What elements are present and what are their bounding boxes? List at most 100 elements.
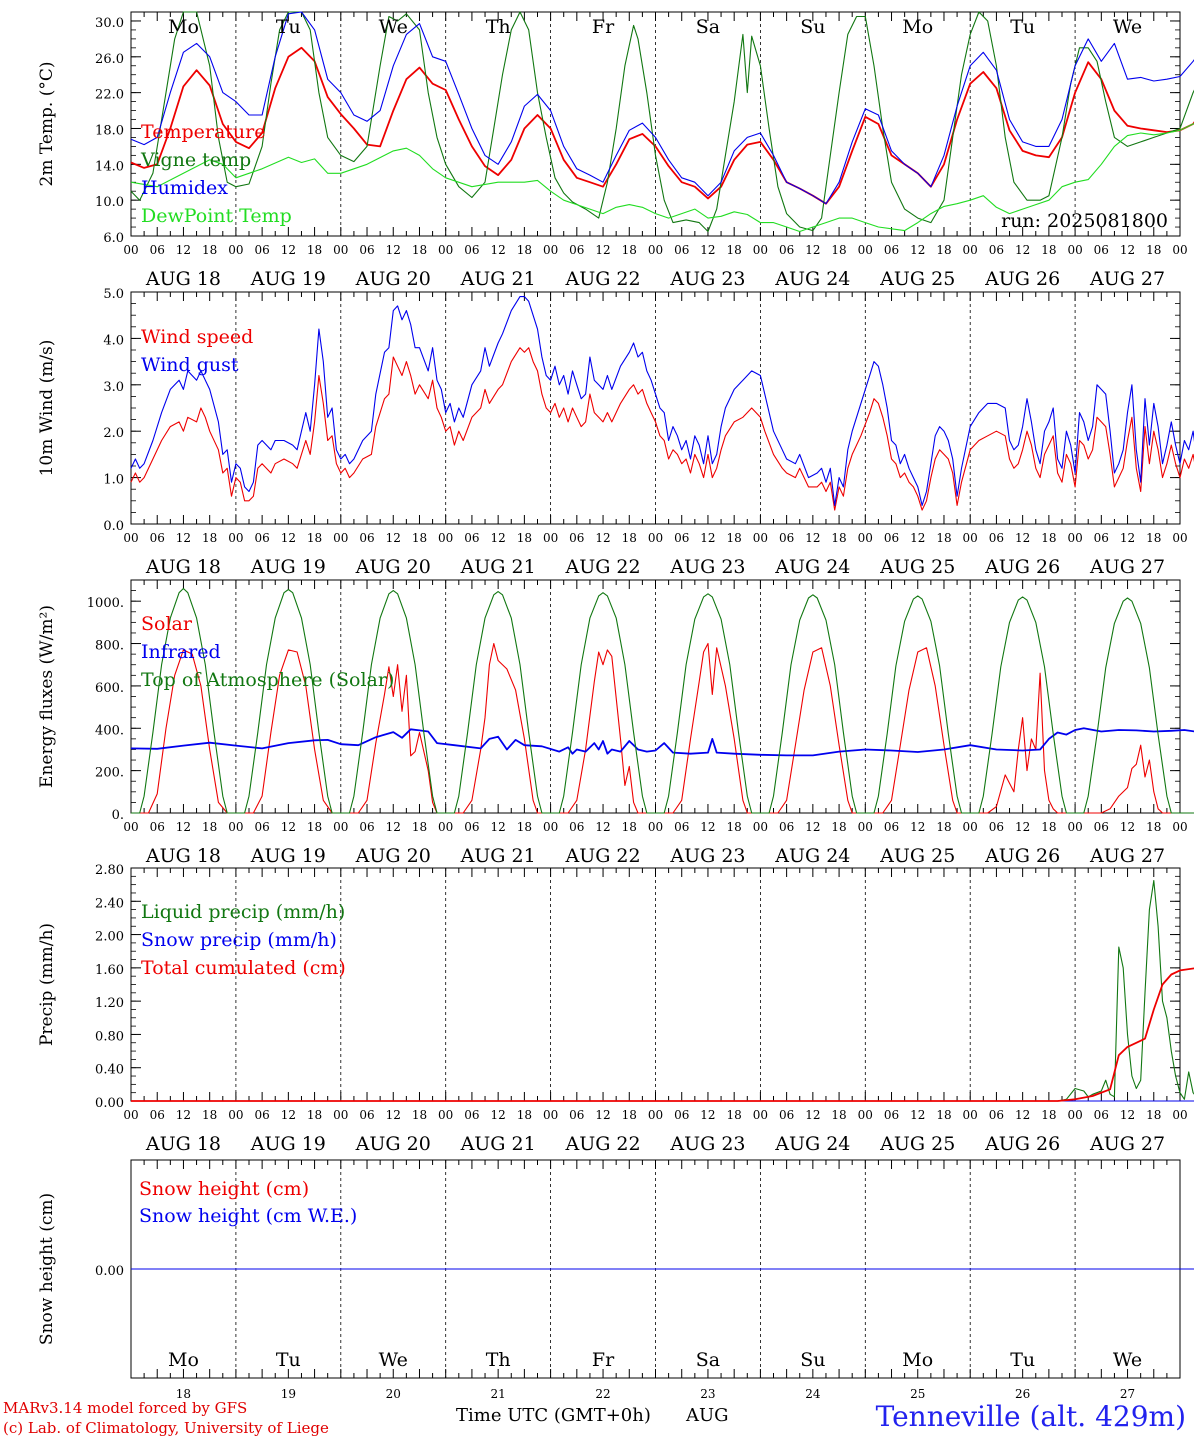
- hour-label: 12: [176, 243, 191, 257]
- date-label: AUG 27: [1089, 1133, 1165, 1155]
- date-label: AUG 22: [564, 556, 640, 578]
- y-tick-label: 0.00: [95, 1264, 124, 1279]
- hour-label: 18: [831, 243, 846, 257]
- model-credit: MARv3.14 model forced by GFS: [3, 1399, 248, 1417]
- hour-label: 12: [595, 243, 610, 257]
- day-number: 24: [805, 1387, 821, 1401]
- date-label: AUG 18: [145, 1133, 221, 1155]
- hour-label: 00: [858, 1108, 873, 1122]
- date-label: AUG 24: [774, 845, 850, 867]
- hour-label: 18: [936, 1108, 951, 1122]
- hour-label: 12: [1015, 243, 1030, 257]
- weekday-label: Tu: [276, 1349, 301, 1371]
- hour-label: 18: [727, 1108, 742, 1122]
- time-axis-title: Time UTC (GMT+0h): [456, 1405, 651, 1426]
- hour-label: 18: [1041, 820, 1056, 834]
- hour-label: 12: [386, 1108, 401, 1122]
- hour-label: 06: [674, 531, 689, 545]
- date-label: AUG 25: [879, 268, 955, 290]
- hour-label: 00: [963, 1108, 978, 1122]
- date-label: AUG 27: [1089, 556, 1165, 578]
- hour-label: 00: [123, 243, 138, 257]
- date-label: AUG 21: [460, 556, 536, 578]
- hour-label: 12: [805, 531, 820, 545]
- hour-label: 00: [1172, 531, 1187, 545]
- hour-label: 18: [727, 820, 742, 834]
- hour-label: 18: [936, 531, 951, 545]
- date-label: AUG 19: [250, 845, 326, 867]
- weekday-label: We: [1113, 16, 1142, 38]
- hour-label: 18: [307, 1108, 322, 1122]
- hour-label: 06: [989, 1108, 1004, 1122]
- date-label: AUG 26: [984, 268, 1060, 290]
- y-tick-label: 2.80: [95, 863, 124, 878]
- hour-label: 12: [1120, 243, 1135, 257]
- hour-label: 12: [386, 531, 401, 545]
- hour-label: 06: [779, 820, 794, 834]
- day-number: 19: [281, 1387, 296, 1401]
- series-line: [130, 296, 1194, 506]
- date-label: AUG 19: [250, 1133, 326, 1155]
- hour-label: 18: [517, 531, 532, 545]
- hour-label: 06: [1094, 243, 1109, 257]
- hour-label: 18: [622, 1108, 637, 1122]
- y-tick-label: 2.0: [103, 426, 124, 441]
- hour-label: 06: [464, 820, 479, 834]
- weekday-label: Th: [486, 1349, 511, 1371]
- hour-label: 00: [963, 531, 978, 545]
- date-label: AUG 25: [879, 845, 955, 867]
- legend-entry: Vigne temp: [140, 149, 251, 171]
- hour-label: 00: [753, 820, 768, 834]
- y-tick-label: 6.0: [103, 231, 124, 246]
- y-tick-label: 800.: [95, 639, 124, 654]
- hour-label: 18: [936, 243, 951, 257]
- hour-label: 00: [753, 531, 768, 545]
- hour-label: 00: [438, 1108, 453, 1122]
- weekday-label: Th: [486, 16, 511, 38]
- station-name: Tenneville (alt. 429m): [875, 1400, 1186, 1433]
- hour-label: 06: [674, 1108, 689, 1122]
- date-label: AUG 20: [355, 556, 431, 578]
- hour-label: 06: [569, 531, 584, 545]
- hour-label: 12: [491, 820, 506, 834]
- legend-entry: Temperature: [141, 121, 265, 143]
- hour-label: 06: [1094, 531, 1109, 545]
- hour-label: 06: [254, 820, 269, 834]
- hour-label: 18: [202, 531, 217, 545]
- hour-label: 12: [176, 820, 191, 834]
- hour-label: 18: [622, 243, 637, 257]
- series-line: [130, 11, 1194, 233]
- date-label: AUG 27: [1089, 845, 1165, 867]
- date-label: AUG 20: [355, 1133, 431, 1155]
- weekday-label: Tu: [276, 16, 301, 38]
- weekday-label: We: [379, 16, 408, 38]
- y-tick-label: 0.40: [95, 1063, 124, 1078]
- date-label: AUG 19: [250, 556, 326, 578]
- hour-label: 06: [464, 1108, 479, 1122]
- hour-label: 06: [1094, 820, 1109, 834]
- y-tick-label: 14.0: [95, 159, 124, 174]
- y-tick-label: 200.: [95, 766, 124, 781]
- hour-label: 06: [779, 1108, 794, 1122]
- day-number: 21: [491, 1387, 506, 1401]
- date-label: AUG 22: [564, 268, 640, 290]
- legend-entry: Infrared: [141, 641, 221, 663]
- y-tick-label: 0.80: [95, 1029, 124, 1044]
- y-tick-label: 3.0: [103, 380, 124, 395]
- hour-label: 06: [569, 243, 584, 257]
- hour-label: 06: [359, 531, 374, 545]
- date-label: AUG 23: [669, 1133, 745, 1155]
- series-line: [130, 46, 1194, 205]
- series-line: [130, 727, 1194, 757]
- hour-label: 06: [779, 531, 794, 545]
- hour-label: 18: [412, 820, 427, 834]
- series-line: [130, 11, 1194, 205]
- hour-label: 12: [491, 531, 506, 545]
- hour-label: 06: [884, 243, 899, 257]
- legend-entry: Liquid precip (mm/h): [141, 901, 345, 923]
- date-label: AUG 25: [879, 1133, 955, 1155]
- y-tick-label: 26.0: [95, 52, 124, 67]
- date-label: AUG 23: [669, 556, 745, 578]
- date-label: AUG 26: [984, 845, 1060, 867]
